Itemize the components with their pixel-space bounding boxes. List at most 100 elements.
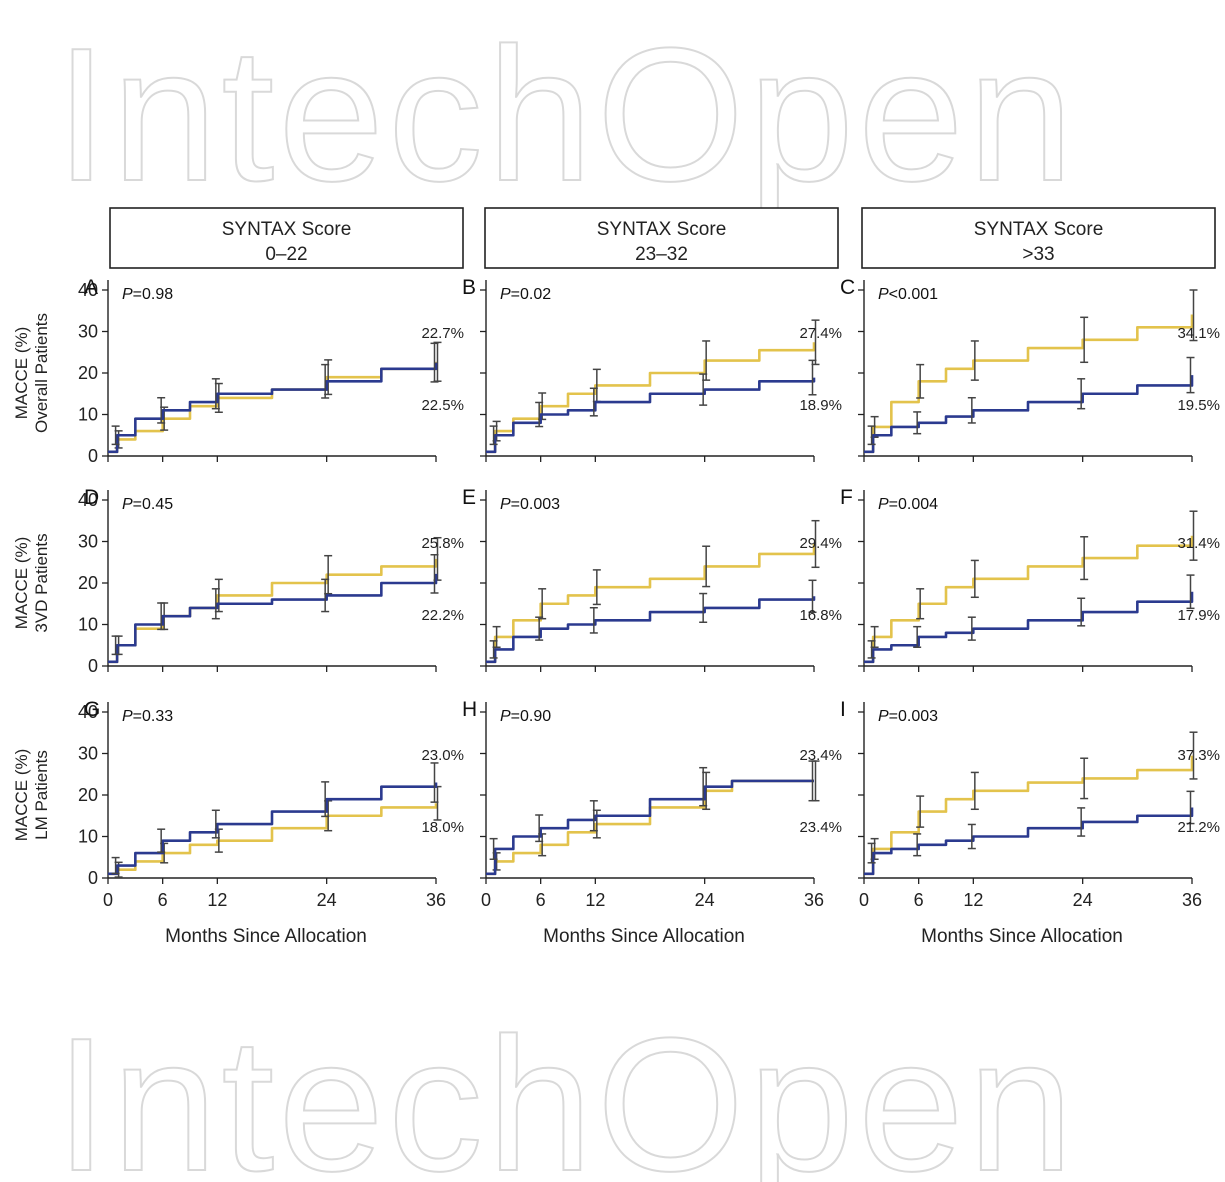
end-value-label: 29.4% [799,535,842,552]
series-line-cabg [108,782,438,876]
x-tick-label: 12 [207,890,227,910]
y-tick-label: 40 [78,490,98,510]
p-symbol: P [878,286,889,303]
panel-D: 0 10 20 30 40D P=0.45 25.8% 22.2% [78,486,464,676]
p-value: P=0.02 [500,286,551,303]
panel-letter: A [84,276,98,299]
x-tick-label: 36 [1182,890,1202,910]
p-value: P=0.98 [122,286,173,303]
panel-letter: D [84,486,99,509]
end-value-label: 23.4% [799,747,842,764]
end-value-label: 22.5% [421,397,464,414]
panel-letter: G [84,698,100,721]
x-tick-label: 0 [103,890,113,910]
panel-letter: E [462,486,476,509]
watermark-bottom: IntechOpen [55,999,1077,1182]
p-symbol: P [878,708,889,725]
y-tick-label: 20 [78,363,98,383]
series-line-cabg [864,375,1194,454]
x-axis-label: Months Since Allocation [165,926,367,947]
y-tick-label: 40 [78,702,98,722]
series-line-pci [108,361,438,454]
x-tick-label: 24 [1073,890,1093,910]
row-label-measure: MACCE (%) [12,327,31,420]
panel-B: B P=0.02 27.4% 18.9% [462,276,842,462]
end-value-label: 22.7% [421,325,464,342]
y-tick-label: 10 [78,827,98,847]
p-value-text: =0.003 [511,496,560,513]
end-value-label: 18.0% [421,819,464,836]
end-value-label: 34.1% [1177,325,1220,342]
row-label-measure: MACCE (%) [12,749,31,842]
p-value-text: =0.98 [133,286,174,303]
p-value-text: =0.90 [511,708,552,725]
p-symbol: P [878,496,889,513]
panel-letter: H [462,698,477,721]
p-value: P=0.45 [122,496,173,513]
x-tick-label: 36 [426,890,446,910]
column-header-box-3 [861,207,1216,269]
panel-A: 0 10 20 30 40A P=0.98 22.7% 22.5% [78,276,464,466]
series-line-cabg [108,573,438,664]
y-tick-label: 30 [78,322,98,342]
column-headers: SYNTAX Score 0–22 SYNTAX Score 23–32 SYNTAX … [109,207,1216,269]
series-line-pci [486,779,814,876]
row-label-population: Overall Patients [32,313,51,433]
x-tick-label: 0 [481,890,491,910]
y-tick-label: 10 [78,405,98,425]
column-header-box-2 [484,207,839,269]
p-value-text: =0.02 [511,286,552,303]
panel-F: F P=0.004 31.4% 17.9% [840,486,1220,672]
p-value-text: <0.001 [889,286,938,303]
p-value-text: =0.45 [133,496,174,513]
end-value-label: 23.4% [799,819,842,836]
panel-letter: C [840,276,855,299]
panel-C: C P<0.001 34.1% 19.5% [840,276,1220,462]
panel-H: 0 6 12 24 36 H P=0.90 23.4% 23.4% [462,698,842,910]
end-value-label: 21.2% [1177,819,1220,836]
x-tick-label: 24 [317,890,337,910]
p-value: P=0.003 [500,496,560,513]
y-tick-label: 0 [88,656,98,676]
row-label-measure: MACCE (%) [12,537,31,630]
end-value-label: 23.0% [421,747,464,764]
panel-letter: B [462,276,476,299]
row-label-population: LM Patients [32,750,51,840]
y-tick-label: 30 [78,744,98,764]
x-tick-label: 0 [859,890,869,910]
column-header-range: 23–32 [635,244,688,265]
y-tick-label: 0 [88,868,98,888]
y-tick-label: 40 [78,280,98,300]
p-symbol: P [122,286,133,303]
p-value-text: =0.003 [889,708,938,725]
p-value-text: =0.33 [133,708,174,725]
series-line-cabg [486,377,816,454]
x-axis-label: Months Since Allocation [921,926,1123,947]
p-symbol: P [500,286,511,303]
panel-G: 0 10 20 30 40 0 6 12 24 36 G P=0.33 23.0% 18.0% [78,698,464,910]
x-tick-label: 6 [536,890,546,910]
row-label-population: 3VD Patients [32,533,51,632]
x-tick-label: 36 [804,890,824,910]
end-value-label: 16.8% [799,607,842,624]
x-tick-label: 24 [695,890,715,910]
end-value-label: 19.5% [1177,397,1220,414]
series-line-cabg [864,591,1194,664]
p-value: P=0.003 [878,708,938,725]
series-line-pci [108,558,438,664]
panel-letter: I [840,698,846,721]
end-value-label: 37.3% [1177,747,1220,764]
p-value: P=0.004 [878,496,938,513]
x-axis-labels: Months Since Allocation Months Since Allo… [165,926,1123,947]
end-value-label: 25.8% [421,535,464,552]
end-value-label: 27.4% [799,325,842,342]
end-value-label: 22.2% [421,607,464,624]
end-value-label: 31.4% [1177,535,1220,552]
x-tick-label: 12 [585,890,605,910]
y-tick-label: 30 [78,532,98,552]
x-tick-label: 6 [914,890,924,910]
column-header-title: SYNTAX Score [974,219,1104,240]
series-line-cabg [486,596,816,664]
